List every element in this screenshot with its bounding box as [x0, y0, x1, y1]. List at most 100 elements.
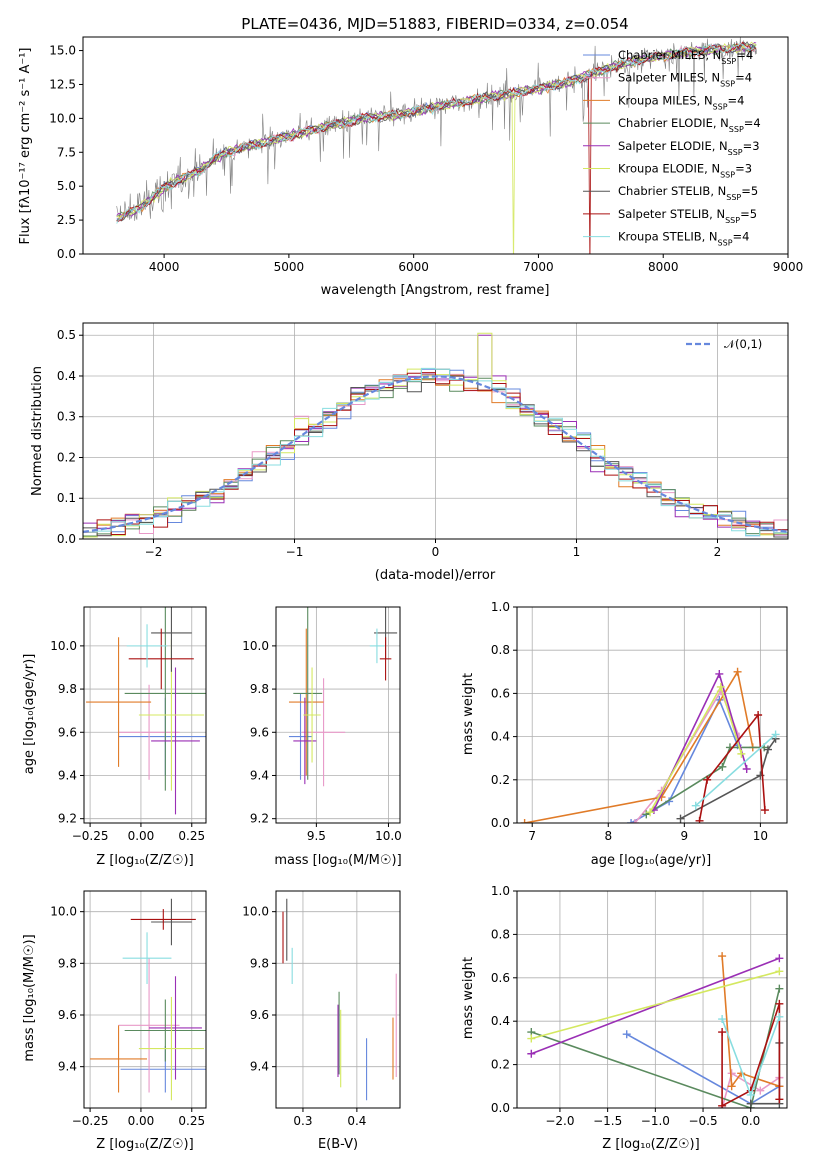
- weight-marker: [775, 967, 784, 976]
- y-tick-label: 0.8: [491, 927, 510, 941]
- model-spectrum: [116, 43, 757, 224]
- y-tick-label: 9.2: [250, 812, 269, 826]
- legend-sub: SSP: [725, 215, 740, 224]
- axes-frame: [516, 890, 788, 1109]
- spectrum-title: PLATE=0436, MJD=51883, FIBERID=0334, z=0…: [241, 15, 628, 33]
- y-tick-label: 0.6: [491, 686, 510, 700]
- model-spectrum: [116, 41, 757, 217]
- weight-marker: [775, 1095, 784, 1104]
- weight-marker: [718, 952, 727, 961]
- weight-series: [527, 952, 784, 1108]
- mass-vs-z-ylabel: mass [log₁₀(M/M☉)]: [22, 934, 37, 1061]
- residual-xlabel: (data-model)/error: [375, 568, 496, 583]
- weight-line: [645, 746, 765, 816]
- mass-vs-z-panel: −0.25 0.00 0.25 9.4 9.6 9.8 10.0 Z [log₁₀(Z/Z☉…: [22, 890, 207, 1152]
- x-tick-label: −0.25: [72, 1114, 109, 1128]
- x-tick-label: 0.3: [293, 1114, 312, 1128]
- x-tick-label: 0.00: [128, 1114, 155, 1128]
- x-tick-label: −1.5: [593, 1114, 622, 1128]
- y-tick-label: 10.0: [49, 111, 76, 125]
- weight-marker: [676, 814, 685, 823]
- y-tick-label: 7.5: [57, 145, 76, 159]
- weight-marker: [771, 730, 780, 739]
- y-tick-label: 9.4: [250, 768, 269, 782]
- weight-marker: [760, 806, 769, 815]
- residual-ylabel: Normed distribution: [30, 366, 45, 496]
- legend-sub: SSP: [720, 79, 735, 88]
- y-tick-label: 1.0: [491, 600, 510, 614]
- legend-suffix: =5: [741, 184, 758, 198]
- y-tick-label: 10.0: [242, 905, 269, 919]
- axes-frame: [83, 890, 207, 1109]
- y-tick-label: 10.0: [50, 639, 77, 653]
- y-tick-label: 0.6: [491, 971, 510, 985]
- legend-entry: Kroupa MILES, NSSP=4: [618, 93, 744, 111]
- legend-sub: SSP: [728, 147, 743, 156]
- weight-marker: [715, 669, 724, 678]
- weight-line: [531, 970, 780, 1040]
- legend-name: Chabrier STELIB, N: [618, 184, 726, 198]
- x-tick-label: −1: [286, 545, 304, 559]
- legend-name: Salpeter STELIB, N: [618, 207, 725, 221]
- residual-legend: 𝒩(0,1): [686, 337, 762, 351]
- weight-marker: [775, 954, 784, 963]
- model-spectrum: [116, 41, 757, 222]
- y-tick-label: 9.8: [250, 682, 269, 696]
- x-tick-label: 0: [432, 545, 440, 559]
- age-vs-z-panel: −0.25 0.00 0.25 9.2 9.4 9.6 9.8 10.0 Z [log₁₀(Z…: [22, 606, 207, 868]
- spectrum-lines: [116, 37, 758, 254]
- weight-marker: [691, 801, 700, 810]
- legend-entry: Salpeter ELODIE, NSSP=3: [618, 139, 760, 157]
- residual-histogram: [83, 372, 788, 535]
- y-tick-label: 0.4: [491, 1014, 510, 1028]
- legend-suffix: =4: [728, 93, 745, 107]
- error-bars: [288, 607, 398, 787]
- weight-marker: [527, 1049, 536, 1058]
- x-tick-label: 0.0: [741, 1114, 760, 1128]
- x-tick-label: 0.00: [128, 829, 155, 843]
- x-tick-label: 8000: [648, 260, 679, 274]
- age-vs-z-ylabel: age [log₁₀(age/yr)]: [22, 654, 37, 775]
- weight-marker: [775, 999, 784, 1008]
- weight-marker: [718, 1028, 727, 1037]
- weight-marker: [727, 1082, 736, 1091]
- weight-line: [531, 957, 780, 1055]
- x-tick-label: 0.25: [178, 829, 205, 843]
- y-tick-label: 10.0: [242, 639, 269, 653]
- x-tick-label: −2.0: [545, 1114, 574, 1128]
- weight-marker: [718, 1101, 727, 1108]
- y-tick-label: 0.2: [491, 1058, 510, 1072]
- weight-line: [695, 733, 777, 807]
- axes-frame: [82, 322, 789, 540]
- residual-histogram: [83, 367, 788, 536]
- residual-panel: −2 −1 0 1 2 0.0 0.1 0.2 0.3 0.4 0.5 (data-model)/e…: [30, 322, 789, 583]
- axes-frame: [83, 606, 207, 824]
- y-tick-label: 0.3: [57, 410, 76, 424]
- legend-name: Kroupa STELIB, N: [618, 230, 718, 244]
- x-tick-label: 7000: [523, 260, 554, 274]
- weight-vs-age-panel: 7 8 9 10 0.0 0.2 0.4 0.6 0.8 1.0 age [log₁₀(age/y…: [461, 600, 788, 868]
- y-tick-label: 0.4: [57, 369, 76, 383]
- legend-name: Chabrier ELODIE, N: [618, 116, 729, 130]
- weight-marker: [775, 1012, 784, 1021]
- legend-sub: SSP: [726, 193, 741, 202]
- weight-vs-z-xlabel: Z [log₁₀(Z/Z☉)]: [602, 1137, 699, 1152]
- y-tick-label: 9.8: [58, 682, 77, 696]
- x-tick-label: 9000: [773, 260, 804, 274]
- x-tick-label: 2: [714, 545, 722, 559]
- y-tick-label: 9.8: [250, 956, 269, 970]
- axes-frame: [516, 606, 788, 824]
- y-tick-label: 15.0: [49, 44, 76, 58]
- legend-name: Salpeter MILES, N: [618, 71, 720, 85]
- mass-vs-ebv-xlabel: E(B-V): [318, 1137, 358, 1152]
- y-tick-label: 9.4: [58, 1060, 77, 1074]
- y-tick-label: 9.4: [58, 768, 77, 782]
- legend-suffix: =4: [733, 230, 750, 244]
- x-tick-label: 8: [604, 829, 612, 843]
- weight-marker: [695, 816, 704, 823]
- y-tick-label: 0.0: [491, 1101, 510, 1115]
- y-tick-label: 0.5: [57, 328, 76, 342]
- x-tick-label: 0.4: [347, 1114, 366, 1128]
- weight-line: [698, 712, 766, 821]
